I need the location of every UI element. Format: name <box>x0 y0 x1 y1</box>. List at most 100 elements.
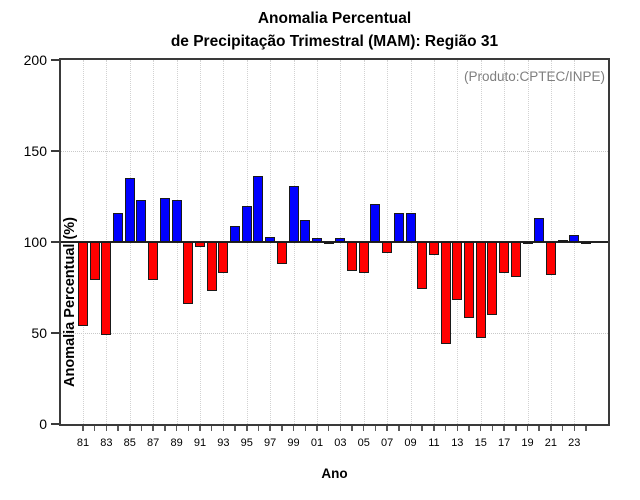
bar-90 <box>183 242 194 304</box>
x-tick-20 <box>538 426 540 431</box>
x-tick-label-99: 99 <box>287 437 300 449</box>
y-axis-title: Anomalia Percentual (%) <box>62 217 78 388</box>
x-tick-90 <box>187 426 190 431</box>
x-tick-83 <box>105 426 108 431</box>
bar-14 <box>464 242 475 319</box>
x-tick-17 <box>503 426 505 431</box>
x-tick-13 <box>456 426 459 431</box>
x-tick-93 <box>222 426 225 431</box>
bar-95 <box>241 205 252 242</box>
x-tick-label-19: 19 <box>521 437 534 449</box>
x-tick-14 <box>468 426 470 431</box>
x-tick-18 <box>515 426 517 431</box>
x-tick-00 <box>304 426 306 431</box>
bar-03 <box>335 238 346 242</box>
h-gridline-50 <box>61 333 608 334</box>
x-tick-23 <box>573 426 576 431</box>
x-tick-04 <box>351 426 353 431</box>
x-tick-label-15: 15 <box>474 437 487 449</box>
x-tick-98 <box>281 426 283 431</box>
x-tick-label-13: 13 <box>451 437 464 449</box>
x-tick-95 <box>246 426 248 431</box>
x-tick-02 <box>327 426 330 431</box>
x-tick-89 <box>175 426 178 431</box>
x-tick-label-23: 23 <box>568 437 581 449</box>
bar-19 <box>522 242 533 244</box>
chart-title-line2: de Precipitação Trimestral (MAM): Região… <box>170 33 499 50</box>
x-tick-09 <box>409 426 412 431</box>
x-tick-08 <box>398 426 400 431</box>
bar-05 <box>358 242 369 273</box>
x-tick-05 <box>362 426 365 431</box>
x-tick-21 <box>550 426 552 431</box>
bar-09 <box>405 212 416 242</box>
x-tick-15 <box>479 426 482 431</box>
bar-00 <box>300 220 311 242</box>
x-tick-96 <box>257 426 260 431</box>
x-tick-03 <box>339 426 342 431</box>
bar-89 <box>171 200 182 242</box>
bar-85 <box>124 178 135 242</box>
bar-01 <box>311 238 322 242</box>
bar-98 <box>276 242 287 264</box>
x-tick-92 <box>210 426 213 431</box>
baseline-100 <box>61 241 608 243</box>
y-tick-label-100: 100 <box>23 234 47 250</box>
bar-21 <box>545 242 556 275</box>
x-tick-16 <box>491 426 494 431</box>
bar-97 <box>265 236 276 242</box>
bar-11 <box>428 242 439 255</box>
y-tick-50 <box>51 332 59 334</box>
bar-88 <box>159 198 170 242</box>
x-tick-label-03: 03 <box>334 437 347 449</box>
chart-title: Anomalia Percentual de Precipitação Trim… <box>59 7 610 53</box>
plot-area: (Produto:CPTEC/INPE) Anomalia Percentual… <box>59 58 610 426</box>
x-tick-11 <box>433 426 435 431</box>
x-tick-84 <box>117 426 119 431</box>
bar-04 <box>347 242 358 272</box>
bar-18 <box>510 242 521 277</box>
y-tick-100 <box>51 241 59 243</box>
x-tick-label-21: 21 <box>544 437 558 449</box>
bar-87 <box>148 242 159 281</box>
bar-91 <box>194 242 205 248</box>
x-tick-88 <box>164 426 166 431</box>
bar-99 <box>288 185 299 242</box>
bar-06 <box>370 203 381 242</box>
bar-93 <box>218 242 229 273</box>
bar-86 <box>136 200 147 242</box>
x-axis-title: Ano <box>321 466 348 481</box>
bar-20 <box>534 218 545 242</box>
y-tick-150 <box>51 150 59 152</box>
source-annotation: (Produto:CPTEC/INPE) <box>463 69 605 84</box>
x-tick-label-01: 01 <box>310 437 324 449</box>
y-tick-200 <box>51 59 59 61</box>
y-tick-label-200: 200 <box>23 52 47 68</box>
x-tick-19 <box>526 426 529 431</box>
bar-08 <box>393 212 404 242</box>
bar-02 <box>323 242 334 244</box>
x-tick-label-85: 85 <box>123 437 136 449</box>
bar-83 <box>101 242 112 335</box>
y-tick-label-50: 50 <box>31 325 47 341</box>
bar-94 <box>230 225 241 242</box>
x-tick-label-93: 93 <box>217 437 230 449</box>
x-tick-82 <box>93 426 96 431</box>
y-tick-label-0: 0 <box>39 416 47 432</box>
x-tick-81 <box>82 426 84 431</box>
x-tick-01 <box>316 426 318 431</box>
bar-12 <box>440 242 451 344</box>
bar-13 <box>452 242 463 301</box>
x-tick-label-07: 07 <box>381 437 394 449</box>
chart-title-line1: Anomalia Percentual <box>257 10 412 27</box>
x-tick-86 <box>140 426 143 431</box>
bar-22 <box>557 240 568 243</box>
bar-24 <box>581 242 591 244</box>
x-tick-99 <box>292 426 295 431</box>
bar-16 <box>487 242 498 315</box>
bar-10 <box>417 242 428 290</box>
bar-17 <box>499 242 510 273</box>
x-tick-97 <box>269 426 271 431</box>
x-tick-85 <box>129 426 131 431</box>
x-tick-label-81: 81 <box>76 437 90 449</box>
